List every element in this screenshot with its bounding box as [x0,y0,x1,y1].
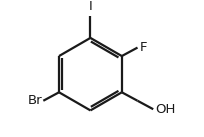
Text: F: F [139,41,146,54]
Text: I: I [88,0,92,13]
Text: Br: Br [28,94,42,107]
Text: OH: OH [154,103,175,116]
